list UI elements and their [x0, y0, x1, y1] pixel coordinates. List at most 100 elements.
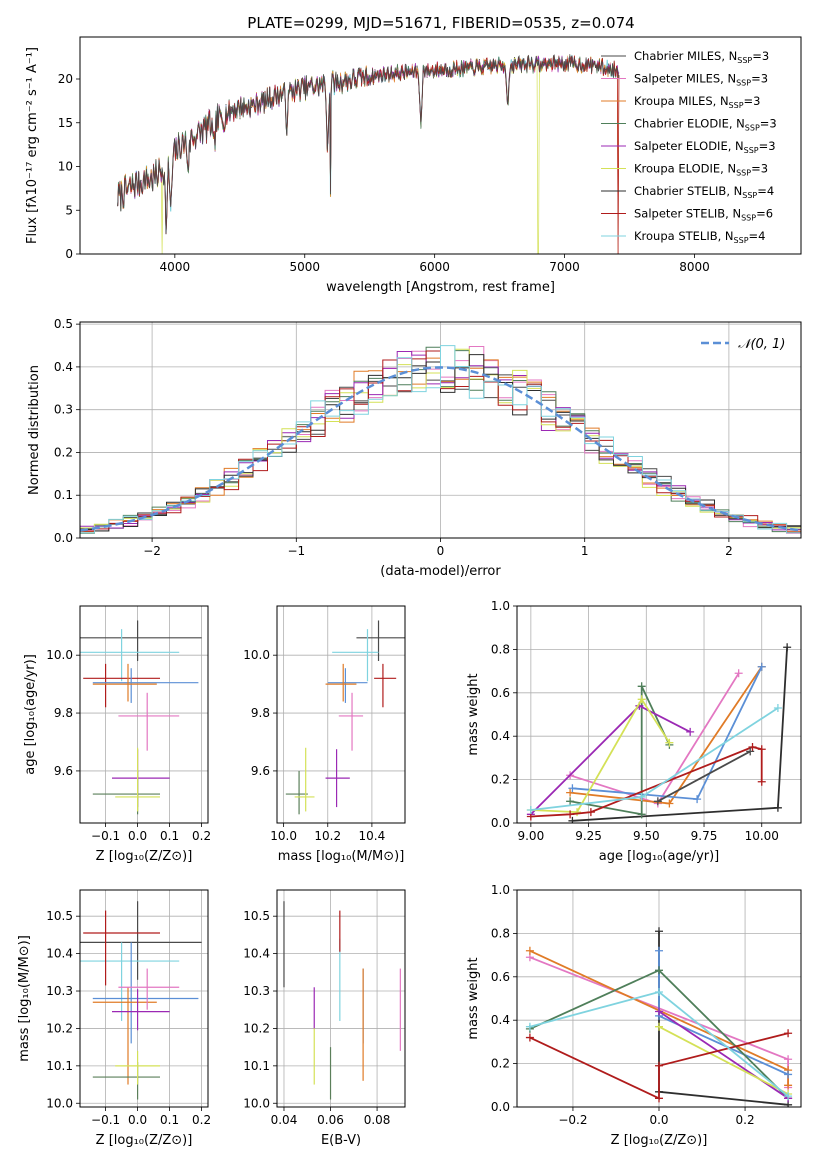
y-tick-label: 1.0 — [491, 599, 510, 613]
x-axis-label: Z [log₁₀(Z/Z⊙)] — [96, 1133, 193, 1148]
x-tick-label: 6000 — [419, 260, 450, 274]
y-tick-label: 0.5 — [54, 317, 73, 331]
error-bar-point — [325, 663, 357, 702]
x-tick-label: −0.2 — [558, 1113, 587, 1127]
y-tick-label: 9.8 — [54, 706, 73, 720]
y-tick-label: 10.3 — [46, 984, 73, 998]
y-tick-label: 10.0 — [243, 1096, 270, 1110]
weight-marker — [655, 987, 663, 996]
x-tick-label: 0.1 — [160, 1113, 179, 1127]
spectrum-legend: Chabrier MILES, NSSP=3 Salpeter MILES, NS… — [601, 49, 777, 245]
axes-age_vs_mass: 10.0 10.2 10.4 9.6 9.8 10.0 mass [log₁₀(M/M⊙)] — [243, 605, 406, 864]
x-tick-label: 9.25 — [575, 829, 602, 843]
y-tick-label: 0.8 — [491, 926, 510, 940]
y-axis-label: mass weight — [466, 957, 481, 1039]
x-tick-label: 9.00 — [517, 829, 544, 843]
weight-marker — [655, 1007, 663, 1016]
axes-residuals: −2 −1 0 1 2 0.0 0.1 0.2 0.3 0.4 0.5 (data-model)/er… — [27, 317, 802, 579]
axes-frame — [79, 36, 802, 255]
error-bar-point — [325, 749, 350, 808]
y-tick-label: 0.0 — [491, 1100, 510, 1114]
weight-marker — [655, 966, 663, 975]
error-bar-point — [83, 910, 160, 986]
x-tick-label: 9.50 — [633, 829, 660, 843]
x-tick-label: 0.2 — [192, 1113, 211, 1127]
axes-mass_vs_EBV: 0.04 0.06 0.08 10.0 10.1 10.2 10.3 10.4 10.5 E(B-… — [243, 889, 406, 1148]
error-bar-point — [118, 692, 180, 751]
spectrum-series-line — [117, 54, 620, 234]
axes-mass_vs_Z: −0.1 0.0 0.1 0.2 10.0 10.1 10.2 10.3 10.4 10.5 Z [… — [17, 889, 211, 1148]
y-tick-label: 0.6 — [491, 686, 510, 700]
weight-series-line — [529, 1032, 789, 1100]
plot-area-mass_vs_Z — [80, 901, 202, 1100]
axes-frame — [516, 605, 802, 824]
y-tick-label: 10.4 — [243, 947, 270, 961]
x-axis-label: E(B-V) — [321, 1133, 361, 1148]
error-bar-point — [327, 668, 368, 703]
x-tick-label: −0.1 — [91, 829, 120, 843]
y-tick-label: 10 — [58, 160, 73, 174]
weight-marker — [525, 1022, 534, 1031]
x-axis-label: Z [log₁₀(Z/Z⊙)] — [96, 849, 193, 864]
error-bar-point — [332, 629, 379, 682]
y-tick-label: 10.1 — [243, 1059, 270, 1073]
error-bar-point — [115, 747, 160, 812]
axes-frame — [276, 889, 406, 1108]
error-bar-point — [338, 692, 364, 751]
spectrum-series-line — [117, 54, 620, 254]
x-tick-label: 8000 — [679, 260, 710, 274]
y-tick-label: 0.8 — [491, 642, 510, 656]
weight-marker — [637, 695, 646, 704]
x-tick-label: 10.2 — [314, 829, 341, 843]
y-tick-label: 10.2 — [46, 1021, 73, 1035]
weight-marker — [773, 803, 782, 812]
x-axis-label: Z [log₁₀(Z/Z⊙)] — [611, 1133, 708, 1148]
y-tick-label: 0 — [65, 247, 73, 261]
y-tick-label: 9.6 — [54, 764, 73, 778]
x-tick-label: 10.0 — [270, 829, 297, 843]
weight-marker — [784, 1081, 793, 1090]
axes-frame — [79, 605, 209, 824]
y-tick-label: 10.4 — [46, 947, 73, 961]
x-tick-label: 0.08 — [364, 1113, 391, 1127]
x-tick-label: 10.4 — [359, 829, 386, 843]
axes-mass_weight_vs_age: 9.00 9.25 9.50 9.75 10.00 0.0 0.2 0.4 0.6 0.8 1.0 a… — [466, 599, 802, 864]
spectrum-series-line — [117, 55, 620, 254]
error-bar-point — [374, 663, 397, 708]
weight-series-line — [569, 685, 671, 816]
x-axis-label: age [log₁₀(age/yr)] — [599, 849, 720, 864]
error-bar-point — [92, 942, 199, 1044]
y-tick-label: 10.0 — [46, 1096, 73, 1110]
weight-series-line — [657, 750, 751, 803]
x-tick-label: 10.00 — [745, 829, 779, 843]
weight-marker — [784, 1070, 793, 1079]
error-bar-point — [92, 1062, 160, 1100]
legend-label: Chabrier ELODIE, NSSP=3 — [634, 117, 777, 133]
legend-label: Salpeter STELIB, NSSP=6 — [634, 207, 773, 223]
error-bar-point — [115, 1050, 160, 1085]
x-tick-label: 0.06 — [317, 1113, 344, 1127]
plot-area-mass_weight_vs_Z — [525, 927, 793, 1107]
weight-marker — [637, 792, 646, 801]
weight-marker — [526, 805, 535, 814]
gaussian-curve — [80, 366, 801, 532]
weight-marker — [734, 669, 743, 678]
x-tick-label: 5000 — [289, 260, 320, 274]
plot-area-age_vs_mass — [285, 620, 405, 815]
error-bar-point — [80, 901, 202, 980]
y-tick-label: 0.4 — [491, 729, 510, 743]
weight-marker — [586, 808, 595, 817]
weight-marker — [655, 946, 663, 955]
x-tick-label: 9.75 — [691, 829, 718, 843]
x-axis-label: mass [log₁₀(M/M⊙)] — [278, 849, 405, 864]
y-tick-label: 0.2 — [491, 1057, 510, 1071]
error-bar-point — [92, 987, 157, 1085]
weight-series-line — [530, 697, 671, 814]
x-axis-label: (data-model)/error — [380, 564, 501, 579]
weight-series-line — [530, 746, 763, 818]
x-tick-label: −1 — [287, 544, 305, 558]
axes-frame — [276, 605, 406, 824]
x-tick-label: 7000 — [549, 260, 580, 274]
error-bar-point — [80, 620, 202, 661]
legend-label: Chabrier STELIB, NSSP=4 — [634, 184, 774, 200]
